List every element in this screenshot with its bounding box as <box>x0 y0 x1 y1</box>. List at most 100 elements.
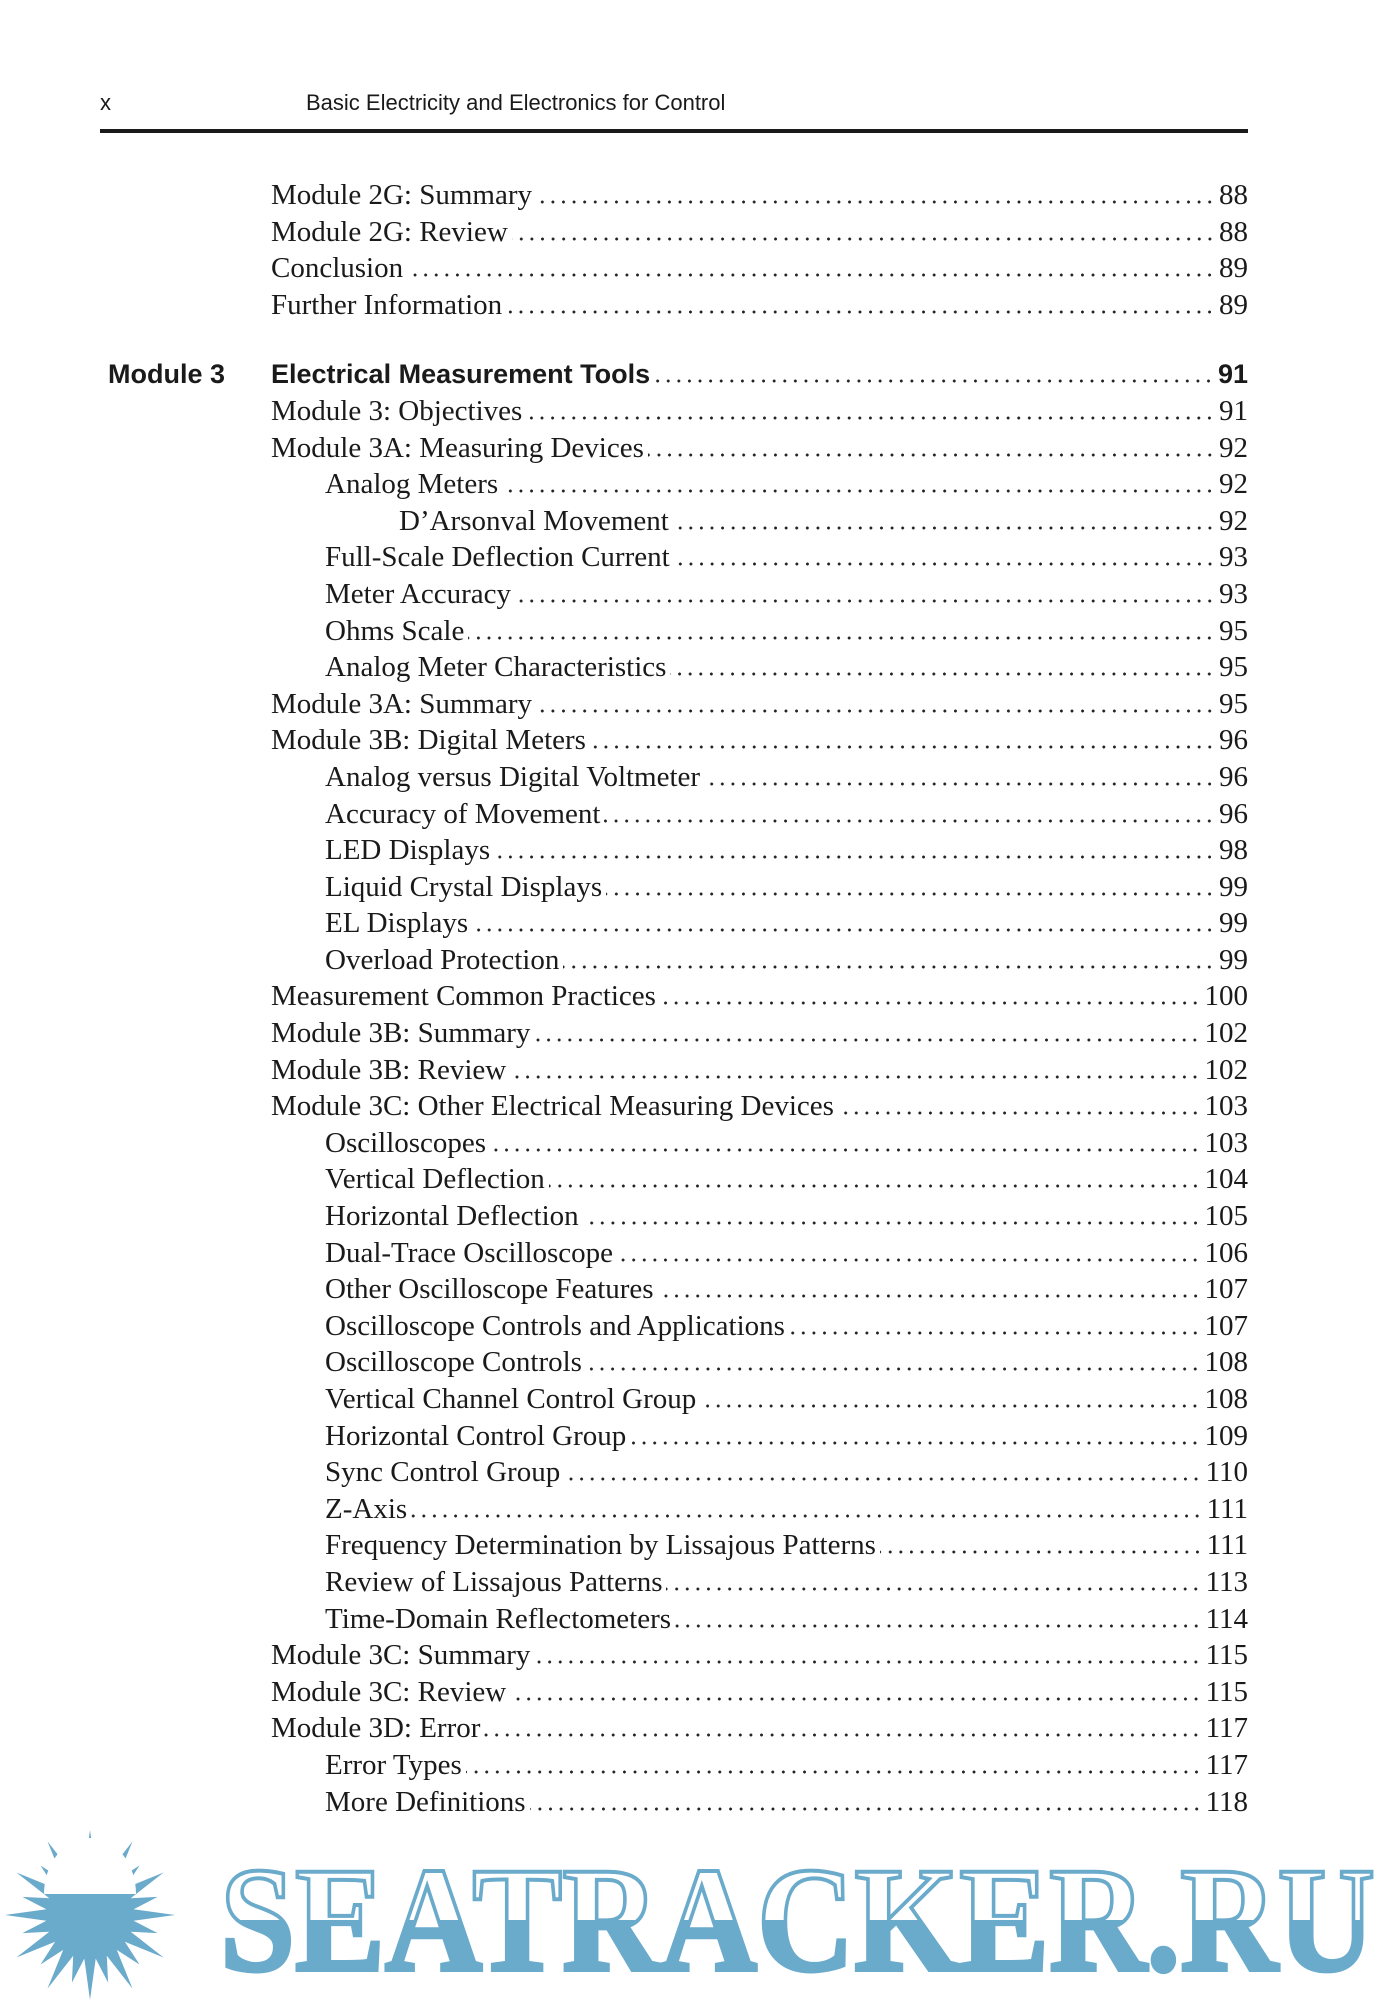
toc-entry[interactable]: Analog Meters 92 <box>0 466 1248 503</box>
toc-entry[interactable]: Module 3B: Review 102 <box>0 1052 1248 1089</box>
toc-entry[interactable]: Vertical Channel Control Group 108 <box>0 1381 1248 1418</box>
book-title: Basic Electricity and Electronics for Co… <box>306 90 726 115</box>
dot-leader <box>510 1074 1201 1079</box>
page-ref: 105 <box>1204 1200 1249 1233</box>
dot-leader <box>589 745 1215 750</box>
toc-entry[interactable]: Liquid Crystal Displays 99 <box>0 869 1248 906</box>
dot-leader <box>514 598 1215 603</box>
dot-leader <box>468 635 1215 640</box>
toc-entry[interactable]: LED Displays 98 <box>0 832 1248 869</box>
dot-leader <box>502 489 1215 494</box>
entry-title: Analog versus Digital Voltmeter <box>325 760 701 793</box>
entry-title: Module 2G: Review <box>271 215 508 248</box>
toc-entry[interactable]: Horizontal Control Group 109 <box>0 1418 1248 1455</box>
dot-leader <box>511 236 1215 241</box>
toc-entry[interactable]: Module 3A: Measuring Devices 92 <box>0 430 1248 467</box>
toc-entry[interactable]: Time-Domain Reflectometers 114 <box>0 1601 1248 1638</box>
page-ref: 88 <box>1219 179 1248 211</box>
page-ref: 92 <box>1219 431 1248 464</box>
toc-entry[interactable]: EL Displays 99 <box>0 905 1248 942</box>
dot-leader <box>536 708 1215 713</box>
entry-title: Module 3A: Measuring Devices <box>271 431 644 464</box>
page-ref: 88 <box>1219 215 1248 248</box>
toc-entry[interactable]: Horizontal Deflection 105 <box>0 1198 1248 1235</box>
toc-entry[interactable]: Dual-Trace Oscilloscope 106 <box>0 1235 1248 1272</box>
table-of-contents: Module 2G: Summary 88 Module 2G: Review 88 C… <box>0 177 1400 1820</box>
toc-entry[interactable]: Oscilloscope Controls and Applications 10… <box>0 1308 1248 1345</box>
page-ref: 117 <box>1205 1748 1248 1781</box>
entry-title: More Definitions <box>325 1785 526 1818</box>
toc-entry[interactable]: Conclusion 89 <box>0 250 1248 287</box>
toc-entry[interactable]: Module 3C: Review 115 <box>0 1674 1248 1711</box>
toc-entry[interactable]: Frequency Determination by Lissajous Pat… <box>0 1527 1248 1564</box>
page-ref: 91 <box>1217 359 1248 390</box>
dot-leader <box>704 781 1215 786</box>
dot-leader <box>672 525 1215 530</box>
toc-entry[interactable]: Module 3C: Summary 115 <box>0 1637 1248 1674</box>
toc-entry[interactable]: Z-Axis 111 <box>0 1491 1248 1528</box>
dot-leader <box>582 1221 1201 1226</box>
toc-entry[interactable]: Measurement Common Practices 100 <box>0 978 1248 1015</box>
entry-title: Error Types <box>325 1748 462 1781</box>
entry-title: Analog Meter Characteristics <box>325 651 667 684</box>
toc-entry[interactable]: Module 3D: Error 117 <box>0 1710 1248 1747</box>
toc-entry[interactable]: More Definitions 118 <box>0 1784 1248 1821</box>
entry-title: Z-Axis <box>325 1492 408 1525</box>
dot-leader <box>617 1257 1201 1262</box>
entry-title: Other Oscilloscope Features <box>325 1273 654 1306</box>
entry-title: EL Displays <box>325 907 469 940</box>
toc-entry[interactable]: Oscilloscopes 103 <box>0 1125 1248 1162</box>
dot-leader <box>585 1367 1201 1372</box>
page-ref: 89 <box>1219 252 1248 285</box>
page-ref: 93 <box>1219 541 1248 574</box>
dot-leader <box>484 1733 1202 1738</box>
dot-leader <box>604 818 1215 823</box>
toc-entry[interactable]: Module 2G: Review 88 <box>0 214 1248 251</box>
toc-entry[interactable]: Module 3B: Digital Meters 96 <box>0 722 1248 759</box>
toc-entry[interactable]: Vertical Deflection 104 <box>0 1161 1248 1198</box>
entry-title: Module 3B: Summary <box>271 1017 531 1050</box>
page-ref: 107 <box>1204 1273 1249 1306</box>
watermark-logo: SEATRACKER.RU <box>5 1830 1377 2000</box>
entry-title: Time-Domain Reflectometers <box>325 1602 672 1635</box>
entry-title: Dual-Trace Oscilloscope <box>325 1236 614 1269</box>
toc-entry[interactable]: Module 3: Objectives 91 <box>0 393 1248 430</box>
toc-module-heading[interactable]: Module 3 Electrical Measurement Tools 91 <box>0 356 1248 393</box>
entry-title: Ohms Scale <box>325 614 465 647</box>
toc-entry[interactable]: Accuracy of Movement 96 <box>0 796 1248 833</box>
toc-entry[interactable]: Other Oscilloscope Features 107 <box>0 1271 1248 1308</box>
toc-entry[interactable]: Analog Meter Characteristics 95 <box>0 649 1248 686</box>
entry-title: Module 3D: Error <box>271 1712 481 1745</box>
toc-entry[interactable]: Error Types 117 <box>0 1747 1248 1784</box>
entry-title: Oscilloscopes <box>325 1126 487 1159</box>
toc-entry[interactable]: Analog versus Digital Voltmeter 96 <box>0 759 1248 796</box>
toc-entry[interactable]: Overload Protection 99 <box>0 942 1248 979</box>
toc-entry[interactable]: Oscilloscope Controls 108 <box>0 1344 1248 1381</box>
toc-entry[interactable]: Module 2G: Summary 88 <box>0 177 1248 214</box>
dot-leader <box>630 1440 1201 1445</box>
entry-title: Measurement Common Practices <box>271 980 656 1013</box>
page-ref: 99 <box>1219 907 1248 940</box>
dot-leader <box>837 1111 1201 1116</box>
page-ref: 102 <box>1204 1053 1249 1086</box>
toc-entry[interactable]: Module 3A: Summary 95 <box>0 686 1248 723</box>
toc-entry[interactable]: Module 3C: Other Electrical Measuring De… <box>0 1088 1248 1125</box>
toc-entry[interactable]: Further Information 89 <box>0 287 1248 324</box>
toc-entry[interactable]: Module 3B: Summary 102 <box>0 1015 1248 1052</box>
toc-entry[interactable]: Ohms Scale 95 <box>0 613 1248 650</box>
toc-entry[interactable]: D’Arsonval Movement 92 <box>0 503 1248 540</box>
entry-title: Oscilloscope Controls and Applications <box>325 1309 785 1342</box>
dot-leader <box>666 1586 1202 1591</box>
page-ref: 113 <box>1205 1565 1248 1598</box>
toc-entry[interactable]: Review of Lissajous Patterns 113 <box>0 1564 1248 1601</box>
watermark-text: SEATRACKER.RU <box>220 1837 1375 2000</box>
running-header: x Basic Electricity and Electronics for … <box>100 90 1248 130</box>
toc-entry[interactable]: Full-Scale Deflection Current 93 <box>0 539 1248 576</box>
entry-title: Sync Control Group <box>325 1456 561 1489</box>
dot-leader <box>407 273 1215 278</box>
toc-entry[interactable]: Meter Accuracy 93 <box>0 576 1248 613</box>
dot-leader <box>788 1330 1201 1335</box>
dot-leader <box>647 452 1215 457</box>
dot-leader <box>506 309 1215 314</box>
toc-entry[interactable]: Sync Control Group 110 <box>0 1454 1248 1491</box>
